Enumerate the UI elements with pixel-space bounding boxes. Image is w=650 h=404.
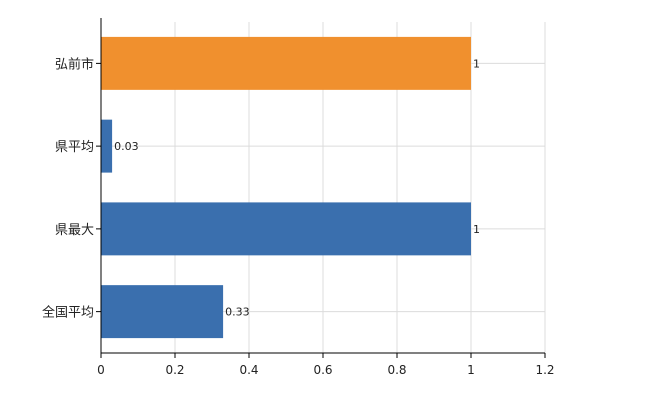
x-tick-label-6: 1.2 <box>535 363 554 377</box>
bar-3 <box>101 285 224 339</box>
x-tick-label-2: 0.4 <box>239 363 258 377</box>
value-label-1: 0.03 <box>114 140 139 153</box>
bar-0 <box>101 36 471 90</box>
category-label-1: 県平均 <box>55 140 94 155</box>
value-label-2: 1 <box>473 223 480 236</box>
x-tick-label-5: 1 <box>467 363 475 377</box>
value-label-0: 1 <box>473 57 480 70</box>
x-tick-label-0: 0 <box>97 363 105 377</box>
value-label-3: 0.33 <box>225 306 250 319</box>
x-tick-label-4: 0.8 <box>387 363 406 377</box>
category-label-2: 県最大 <box>55 223 94 238</box>
x-tick-label-3: 0.6 <box>313 363 332 377</box>
category-label-0: 弘前市 <box>55 56 94 72</box>
bar-2 <box>101 202 471 256</box>
x-tick-label-1: 0.2 <box>165 363 184 377</box>
category-label-3: 全国平均 <box>42 305 94 321</box>
bar-1 <box>101 119 113 173</box>
